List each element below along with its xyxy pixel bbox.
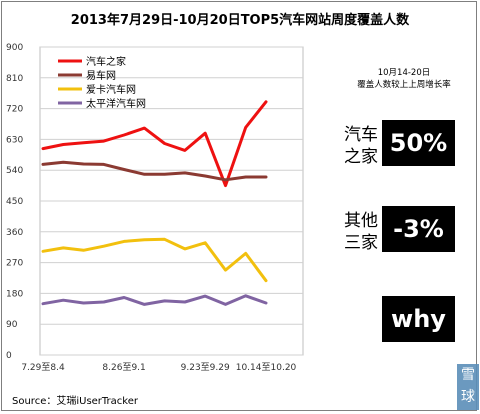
y-tick-label: 180	[6, 289, 23, 299]
y-tick-label: 360	[6, 228, 23, 238]
series-line-1	[41, 160, 268, 182]
growth-note-desc: 覆盖人数较上上周增长率	[357, 80, 451, 90]
y-tick-label: 810	[6, 74, 23, 84]
x-tick-label: 10.14至10.20	[236, 362, 297, 373]
y-tick-label: 720	[6, 105, 23, 115]
autohome-growth-box: 50%	[382, 120, 455, 166]
others-growth-box: -3%	[382, 206, 455, 252]
x-tick-label: 7.29至8.4	[21, 362, 65, 373]
source-label: Source：艾瑞iUserTracker	[12, 396, 138, 407]
y-tick-label: 450	[6, 197, 23, 207]
growth-note-date: 10月14-20日	[377, 68, 431, 78]
y-tick-label: 90	[6, 320, 18, 330]
legend-label-0: 汽车之家	[86, 55, 126, 68]
series-line-3	[41, 294, 268, 306]
series-line-2	[41, 237, 268, 283]
y-tick-label: 270	[6, 259, 23, 269]
legend-label-3: 太平洋汽车网	[86, 97, 146, 110]
legend-label-2: 爱卡汽车网	[86, 83, 136, 96]
autohome-label: 汽车 之家	[344, 125, 378, 167]
y-tick-label: 900	[6, 43, 23, 53]
others-label: 其他 三家	[344, 211, 378, 253]
x-tick-label: 8.26至9.1	[102, 362, 145, 373]
chart-title: 2013年7月29日-10月20日TOP5汽车网站周度覆盖人数	[70, 13, 410, 28]
y-tick-label: 0	[6, 351, 12, 361]
series-line-0	[41, 100, 268, 188]
y-tick-label: 540	[6, 166, 23, 176]
y-tick-label: 630	[6, 135, 23, 145]
growth-note: 10月14-20日 覆盖人数较上上周增长率	[330, 67, 478, 91]
legend-label-1: 易车网	[86, 69, 116, 82]
xueqiu-watermark: 雪 球	[457, 364, 479, 410]
x-tick-label: 9.23至9.29	[181, 362, 230, 373]
why-box: why	[382, 296, 455, 342]
